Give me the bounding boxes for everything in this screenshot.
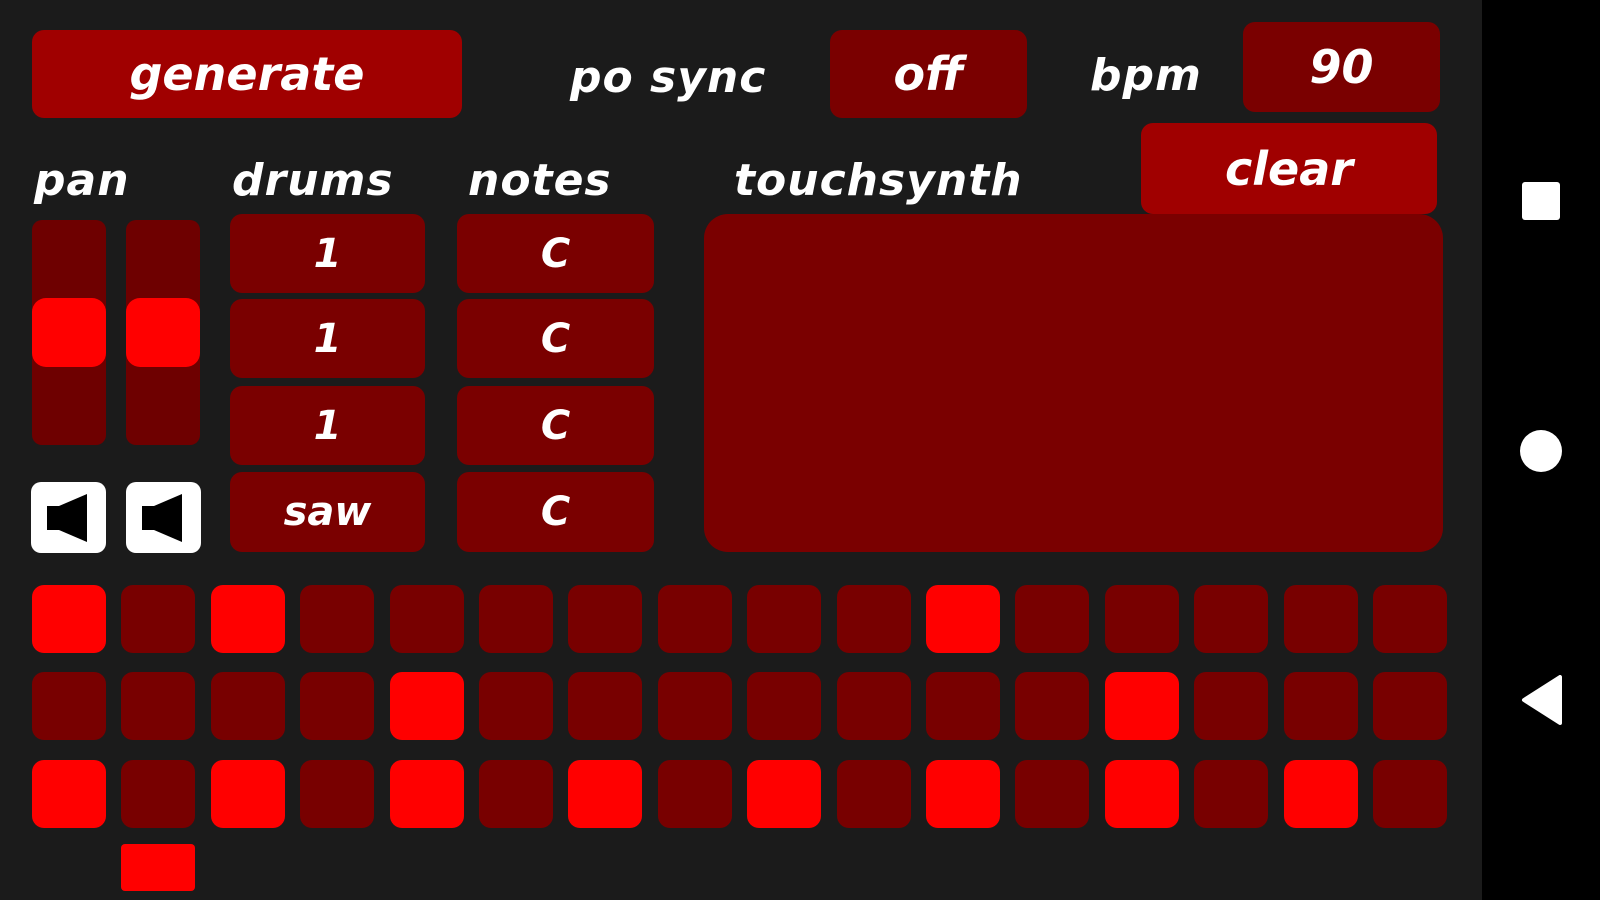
- note-select-3[interactable]: C: [457, 386, 654, 465]
- sequencer-step-r2-c10[interactable]: [836, 672, 911, 740]
- sequencer-step-r3-c15[interactable]: [1283, 760, 1358, 828]
- sequencer-step-r3-c11[interactable]: [926, 760, 1000, 828]
- waveform-select[interactable]: saw: [230, 472, 425, 552]
- home-circle-icon[interactable]: [1520, 430, 1562, 472]
- po-sync-label: po sync: [570, 52, 767, 103]
- back-triangle-icon[interactable]: [1520, 675, 1564, 725]
- drum-value: 1: [313, 402, 342, 449]
- sequencer-step-r3-c2[interactable]: [121, 760, 196, 828]
- sequencer-step-r1-c11[interactable]: [926, 585, 1000, 653]
- sequencer-step-r1-c14[interactable]: [1194, 585, 1269, 653]
- sequencer-step-r2-c4[interactable]: [300, 672, 375, 740]
- drum-select-1[interactable]: 1: [230, 214, 425, 293]
- sequencer-step-r1-c2[interactable]: [121, 585, 196, 653]
- sequencer-step-r3-c12[interactable]: [1015, 760, 1090, 828]
- sequencer-step-r2-c2[interactable]: [121, 672, 196, 740]
- notes-heading: notes: [468, 155, 612, 206]
- sequencer-step-r3-c10[interactable]: [836, 760, 911, 828]
- sequencer-step-r2-c11[interactable]: [926, 672, 1000, 740]
- note-select-4[interactable]: C: [457, 472, 654, 552]
- android-nav-bar: [1482, 0, 1600, 900]
- drum-select-2[interactable]: 1: [230, 299, 425, 378]
- speaker-muted-icon: [46, 493, 87, 542]
- clear-label: clear: [1225, 141, 1353, 196]
- note-value: C: [540, 489, 571, 535]
- bpm-value: 90: [1309, 40, 1374, 94]
- drums-heading: drums: [232, 155, 394, 206]
- note-select-1[interactable]: C: [457, 214, 654, 293]
- sequencer-step-r1-c3[interactable]: [210, 585, 285, 653]
- sequencer-step-r2-c6[interactable]: [479, 672, 553, 740]
- sequencer-step-r2-c16[interactable]: [1373, 672, 1447, 740]
- bpm-input[interactable]: 90: [1243, 22, 1440, 112]
- sequencer-step-r3-c5[interactable]: [389, 760, 464, 828]
- sequencer-step-r1-c5[interactable]: [389, 585, 464, 653]
- sequencer-step-r3-c8[interactable]: [657, 760, 732, 828]
- sequencer-step-r1-c7[interactable]: [568, 585, 643, 653]
- sequencer-step-r3-c13[interactable]: [1104, 760, 1179, 828]
- sequencer-step-r1-c4[interactable]: [300, 585, 375, 653]
- bpm-label: bpm: [1090, 50, 1202, 101]
- sequencer-step-r2-c7[interactable]: [568, 672, 643, 740]
- sequencer-step-r3-c1[interactable]: [32, 760, 106, 828]
- drum-value: 1: [313, 315, 342, 362]
- pan-knob-right[interactable]: [126, 298, 200, 367]
- note-value: C: [540, 315, 571, 362]
- sequencer-step-r1-c15[interactable]: [1283, 585, 1358, 653]
- generate-label: generate: [129, 47, 365, 101]
- sequencer-step-r1-c16[interactable]: [1373, 585, 1447, 653]
- sequencer-step-r3-c4[interactable]: [300, 760, 375, 828]
- sequencer-step-r1-c8[interactable]: [657, 585, 732, 653]
- touchsynth-heading: touchsynth: [734, 155, 1023, 206]
- note-value: C: [540, 402, 571, 449]
- drum-value: 1: [313, 230, 342, 277]
- sequencer-step-r1-c6[interactable]: [479, 585, 553, 653]
- sequencer-step-r2-c14[interactable]: [1194, 672, 1269, 740]
- po-sync-toggle[interactable]: off: [830, 30, 1027, 118]
- sequencer-step-r2-c9[interactable]: [747, 672, 822, 740]
- clear-button[interactable]: clear: [1141, 123, 1437, 214]
- sequencer-step-r2-c1[interactable]: [32, 672, 106, 740]
- recents-square-icon[interactable]: [1522, 182, 1560, 220]
- mute-button-left[interactable]: [31, 482, 106, 553]
- sequencer-step-r1-c10[interactable]: [836, 585, 911, 653]
- note-select-2[interactable]: C: [457, 299, 654, 378]
- waveform-value: saw: [283, 489, 372, 535]
- generate-button[interactable]: generate: [32, 30, 462, 118]
- sequencer-step-r3-c3[interactable]: [210, 760, 285, 828]
- sequencer-step-r3-c14[interactable]: [1194, 760, 1269, 828]
- sequencer-step-r2-c8[interactable]: [657, 672, 732, 740]
- mute-button-right[interactable]: [126, 482, 201, 553]
- sequencer-step-r1-c1[interactable]: [32, 585, 106, 653]
- sequencer-step-r3-c6[interactable]: [479, 760, 553, 828]
- note-value: C: [540, 230, 571, 277]
- drum-select-3[interactable]: 1: [230, 386, 425, 465]
- sequencer-step-r2-c12[interactable]: [1015, 672, 1090, 740]
- pan-heading: pan: [34, 155, 130, 206]
- pan-slider-right[interactable]: [126, 220, 200, 445]
- sequencer-step-r3-c7[interactable]: [568, 760, 643, 828]
- sequencer-step-r2-c15[interactable]: [1283, 672, 1358, 740]
- sequencer-step-r1-c12[interactable]: [1015, 585, 1090, 653]
- pan-slider-left[interactable]: [32, 220, 106, 445]
- sequencer-step-r2-c13[interactable]: [1104, 672, 1179, 740]
- pan-knob-left[interactable]: [32, 298, 106, 367]
- sequencer-step-r3-c9[interactable]: [747, 760, 822, 828]
- sequencer-step-r3-c16[interactable]: [1373, 760, 1447, 828]
- playhead-indicator: [121, 844, 196, 891]
- sequencer-step-r2-c3[interactable]: [210, 672, 285, 740]
- touchsynth-pad[interactable]: [704, 214, 1443, 552]
- sequencer-step-r1-c13[interactable]: [1104, 585, 1179, 653]
- po-sync-value: off: [893, 47, 964, 101]
- speaker-muted-icon: [141, 493, 182, 542]
- sequencer-step-r1-c9[interactable]: [747, 585, 822, 653]
- sequencer-step-r2-c5[interactable]: [389, 672, 464, 740]
